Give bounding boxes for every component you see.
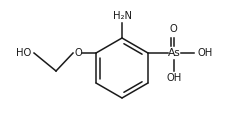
Text: As: As	[168, 48, 180, 58]
Text: HO: HO	[16, 48, 31, 58]
Text: O: O	[169, 24, 177, 34]
Text: OH: OH	[198, 48, 213, 58]
Text: H₂N: H₂N	[113, 11, 131, 21]
Text: OH: OH	[166, 73, 182, 83]
Text: O: O	[74, 48, 82, 58]
